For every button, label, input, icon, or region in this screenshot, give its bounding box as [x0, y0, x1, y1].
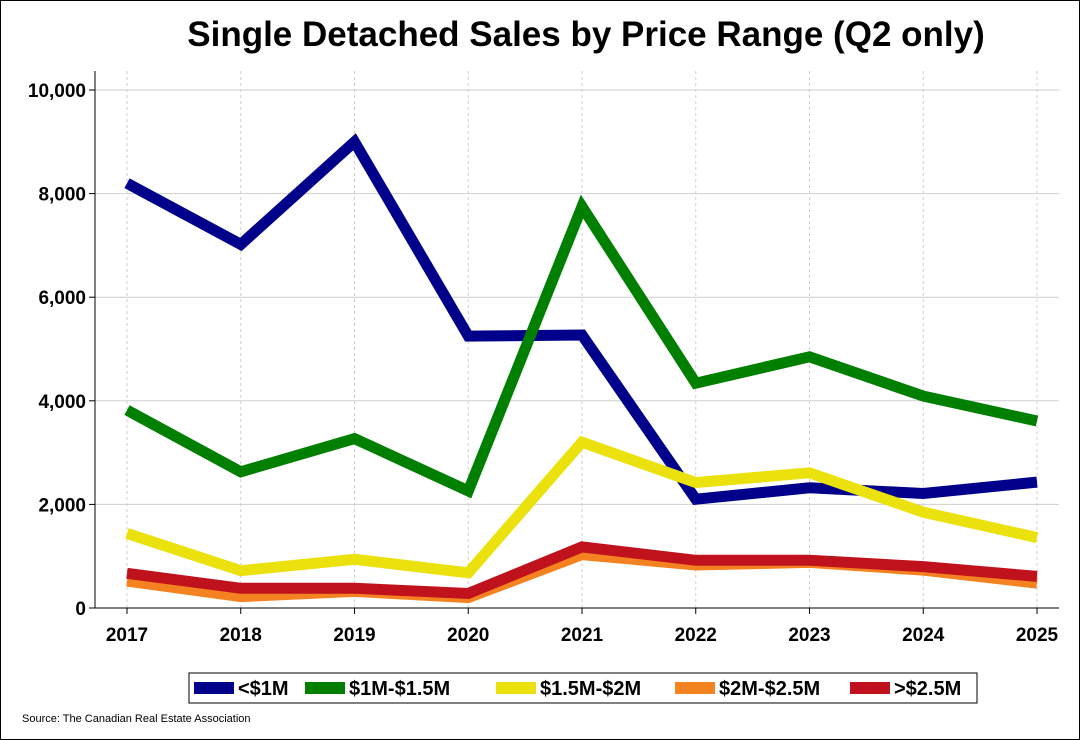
chart-title: Single Detached Sales by Price Range (Q2…: [187, 15, 985, 54]
y-tick-label: 6,000: [38, 288, 86, 309]
x-tick-label: 2024: [902, 625, 945, 646]
axes: 0 2,000 4,000 6,000 8,000 10,000 2017 2018 2019 2…: [28, 71, 1059, 646]
series-lines: [124, 133, 1039, 604]
y-tick-label: 2,000: [38, 495, 86, 516]
y-tick-label: 0: [75, 599, 86, 620]
x-tick-label: 2023: [788, 625, 830, 646]
legend: <$1M $1M-$1.5M $1.5M-$2M $2M-$2.5M >$2.5M: [188, 672, 978, 704]
x-tick-label: 2021: [561, 625, 604, 646]
x-tick-label: 2018: [220, 625, 262, 646]
legend-label: $1.5M-$2M: [540, 678, 641, 700]
x-tick-label: 2020: [447, 625, 489, 646]
legend-label: $2M-$2.5M: [719, 678, 820, 700]
series-line-2: [124, 194, 1039, 499]
legend-label: <$1M: [238, 678, 289, 700]
series-line-5: [126, 541, 1038, 600]
y-tick-label: 8,000: [38, 185, 86, 206]
x-tick-label: 2025: [1016, 625, 1059, 646]
x-tick-label: 2022: [675, 625, 717, 646]
x-tick-label: 2019: [333, 625, 375, 646]
y-tick-label: 4,000: [38, 392, 86, 413]
legend-label: $1M-$1.5M: [349, 678, 450, 700]
source-note: Source: The Canadian Real Estate Associa…: [22, 713, 251, 725]
series-line-1: [124, 133, 1038, 505]
x-tick-label: 2017: [106, 625, 148, 646]
legend-label: >$2.5M: [894, 678, 961, 700]
series-line-3: [125, 435, 1039, 579]
y-tick-label: 10,000: [28, 81, 86, 102]
